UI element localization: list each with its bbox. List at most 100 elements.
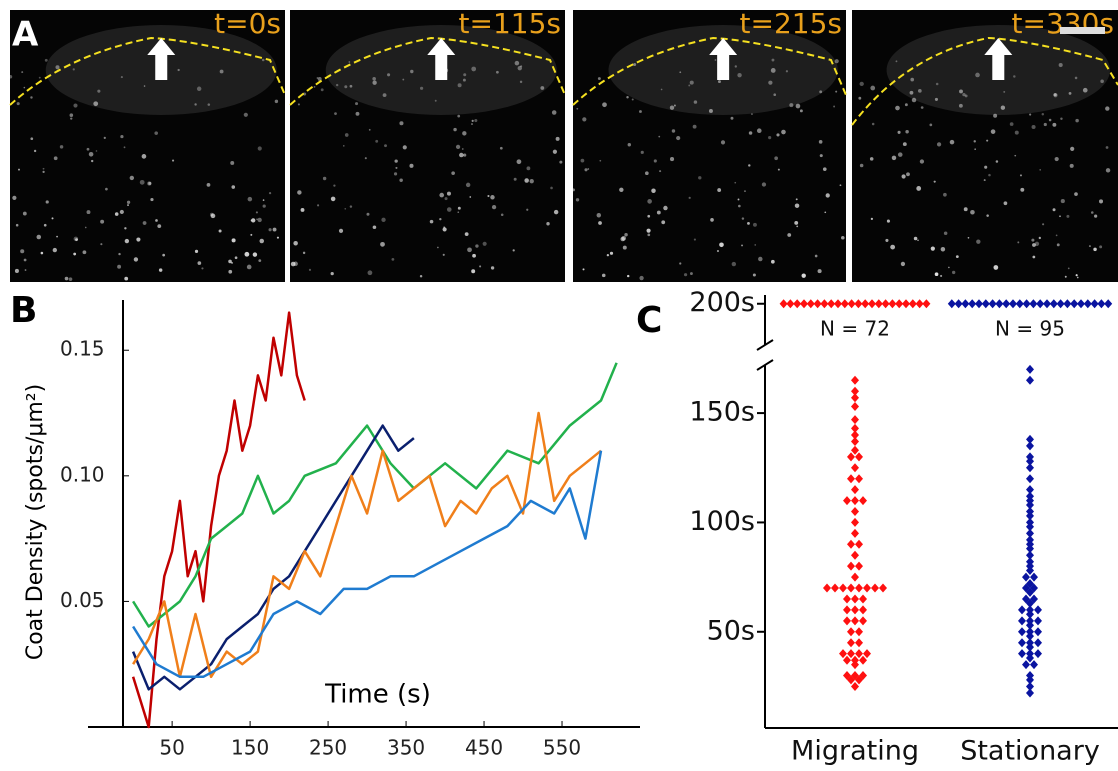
- speck: [297, 190, 302, 195]
- speck: [228, 259, 232, 264]
- speck: [660, 88, 663, 91]
- speck: [1082, 87, 1088, 93]
- speck: [375, 139, 379, 143]
- data-point: [1026, 463, 1034, 473]
- speck: [382, 93, 387, 98]
- speck: [231, 185, 236, 189]
- speck: [676, 136, 681, 141]
- speck: [751, 113, 753, 116]
- speck: [885, 238, 889, 242]
- speck: [1074, 192, 1078, 196]
- data-point: [859, 594, 867, 604]
- data-point: [1049, 299, 1058, 309]
- x-tick-label: Stationary: [960, 736, 1100, 767]
- speck: [446, 207, 452, 212]
- speck: [646, 228, 651, 233]
- data-point: [1018, 605, 1026, 615]
- data-point: [847, 474, 855, 484]
- speck: [120, 76, 123, 79]
- speck: [1003, 90, 1006, 93]
- speck: [335, 83, 339, 87]
- speck: [929, 123, 933, 127]
- speck: [246, 264, 252, 270]
- speck: [1105, 146, 1109, 149]
- speck: [943, 192, 947, 197]
- x-tick-label: 250: [309, 736, 347, 760]
- speck: [70, 117, 73, 120]
- data-point: [1029, 299, 1038, 309]
- speck: [372, 80, 377, 85]
- x-tick-label: 150: [231, 736, 269, 760]
- speck: [1052, 208, 1056, 212]
- speck: [442, 253, 445, 256]
- data-point: [1030, 660, 1038, 670]
- speck: [209, 212, 214, 217]
- speck: [44, 58, 48, 62]
- speck: [841, 235, 845, 240]
- speck: [916, 186, 922, 191]
- y-tick-label: 0.15: [60, 337, 105, 361]
- speck: [993, 265, 999, 270]
- y-axis-title: Coat Density (spots/μm²): [23, 384, 48, 660]
- speck: [482, 241, 487, 246]
- speck: [259, 238, 265, 244]
- speck: [402, 145, 407, 150]
- data-point: [855, 539, 863, 549]
- data-point: [851, 393, 859, 403]
- speck: [897, 130, 901, 134]
- speck: [372, 76, 376, 81]
- data-point: [851, 402, 859, 412]
- speck: [387, 73, 391, 77]
- speck: [795, 103, 801, 109]
- data-point: [851, 517, 859, 527]
- speck: [902, 142, 907, 147]
- data-point: [786, 299, 795, 309]
- speck: [639, 275, 644, 281]
- speck: [1003, 201, 1008, 206]
- speck: [457, 114, 461, 118]
- speck: [519, 80, 523, 84]
- speck: [897, 152, 903, 157]
- y-tick-label: 100s: [689, 506, 755, 537]
- speck: [970, 209, 975, 215]
- speck: [196, 86, 202, 91]
- speck: [730, 116, 734, 120]
- speck: [391, 258, 395, 261]
- speck: [158, 268, 163, 272]
- speck: [1000, 105, 1006, 110]
- panel-label: A: [12, 15, 39, 55]
- data-point: [843, 616, 851, 626]
- speck: [444, 197, 448, 201]
- speck: [475, 244, 479, 248]
- speck: [598, 221, 602, 225]
- speck: [231, 238, 236, 243]
- speck: [993, 113, 998, 118]
- speck: [228, 269, 233, 274]
- data-point: [1030, 594, 1038, 604]
- data-point: [1034, 616, 1042, 626]
- speck: [446, 191, 451, 196]
- data-point: [823, 583, 831, 593]
- speck: [833, 105, 836, 108]
- speck: [290, 261, 296, 267]
- data-point: [1034, 638, 1042, 648]
- speck: [453, 127, 457, 132]
- speck: [219, 69, 224, 74]
- speck: [744, 190, 746, 192]
- data-point: [879, 583, 887, 593]
- speck: [395, 166, 398, 169]
- speck: [934, 272, 939, 277]
- speck: [814, 254, 818, 258]
- edge-outline: [851, 36, 1118, 126]
- speck: [631, 98, 634, 101]
- speck: [257, 217, 262, 223]
- x-tick-label: Migrating: [791, 736, 919, 767]
- speck: [688, 84, 691, 87]
- speck: [194, 249, 199, 254]
- speck: [901, 174, 906, 179]
- speck: [207, 103, 211, 106]
- speck: [747, 221, 750, 225]
- data-point: [1026, 441, 1034, 451]
- speck: [1064, 275, 1067, 278]
- speck: [619, 187, 624, 193]
